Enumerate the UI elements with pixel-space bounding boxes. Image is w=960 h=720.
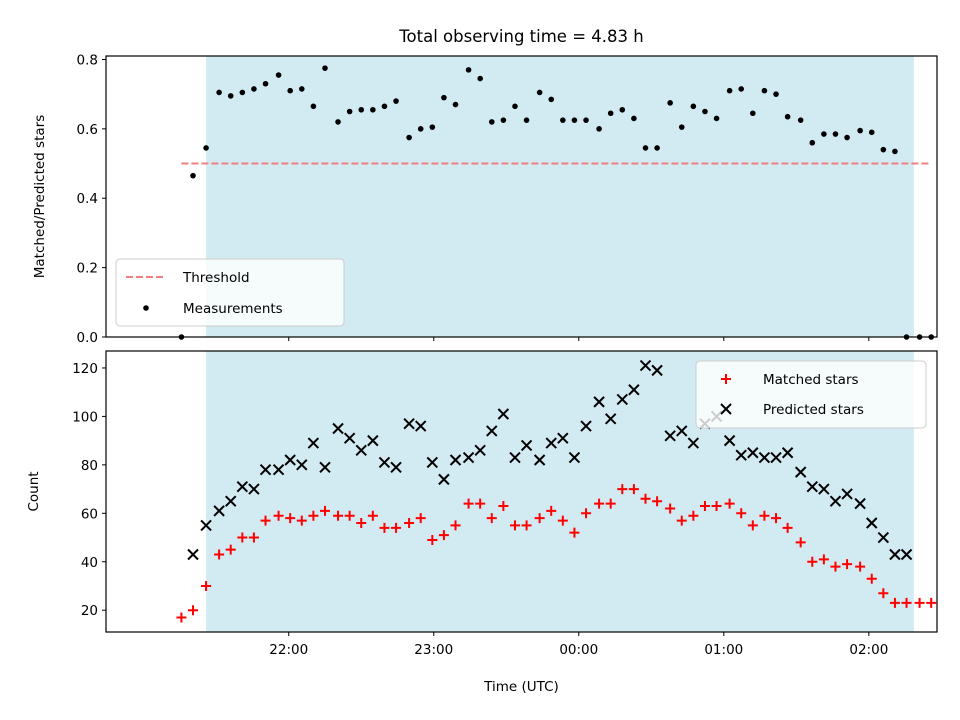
- measurement-point: [892, 149, 898, 155]
- chart-title: Total observing time = 4.83 h: [398, 27, 643, 46]
- measurement-point: [548, 97, 554, 103]
- y-tick-label: 0.2: [77, 261, 98, 277]
- measurement-point: [679, 124, 685, 130]
- measurement-point: [370, 107, 376, 113]
- y-tick-label: 20: [81, 603, 98, 619]
- measurement-point: [702, 109, 708, 115]
- measurement-point: [631, 116, 637, 122]
- y-tick-label: 0.4: [77, 191, 98, 207]
- x-tick-label: 00:00: [559, 642, 598, 658]
- measurement-point: [773, 91, 779, 97]
- measurement-point: [441, 95, 447, 101]
- measurement-point: [240, 90, 246, 96]
- y-tick-label: 60: [81, 506, 98, 522]
- measurement-point: [643, 145, 649, 151]
- measurement-point: [430, 124, 436, 130]
- legend-bottom: Matched stars Predicted stars: [696, 361, 926, 428]
- measurement-point: [738, 86, 744, 92]
- legend-top: Threshold Measurements: [116, 259, 344, 326]
- measurement-point: [190, 173, 196, 179]
- measurement-point: [203, 145, 209, 151]
- matched-star-point: [176, 612, 186, 622]
- legend-measurements-label: Measurements: [183, 301, 283, 317]
- measurement-point: [727, 88, 733, 94]
- measurement-point: [821, 131, 827, 137]
- measurement-point: [524, 117, 530, 123]
- measurement-point: [785, 114, 791, 120]
- measurement-point: [608, 110, 614, 116]
- measurement-point: [299, 86, 305, 92]
- top-ylabel: Matched/Predicted stars: [32, 115, 48, 278]
- measurement-point: [583, 117, 589, 123]
- measurement-point: [335, 119, 341, 125]
- measurement-point: [667, 100, 673, 106]
- measurement-point: [762, 88, 768, 94]
- measurement-point: [691, 104, 697, 110]
- y-tick-label: 80: [81, 458, 98, 474]
- legend-predicted-label: Predicted stars: [763, 402, 864, 418]
- measurement-point: [276, 72, 282, 78]
- legend-matched-label: Matched stars: [763, 372, 859, 388]
- measurement-point: [857, 128, 863, 134]
- measurement-point: [501, 117, 507, 123]
- y-tick-label: 0.0: [77, 330, 98, 346]
- x-axis-label: Time (UTC): [483, 679, 559, 695]
- measurement-point: [714, 116, 720, 122]
- measurement-point: [844, 135, 850, 141]
- measurement-point: [406, 135, 412, 141]
- measurement-point: [216, 90, 222, 96]
- predicted-star-point: [188, 549, 198, 559]
- y-tick-label: 40: [81, 555, 98, 571]
- matched-star-point: [188, 605, 198, 615]
- y-tick-label: 100: [72, 409, 98, 425]
- matched-star-point: [926, 598, 936, 608]
- chart-figure: 0.0 0.2 0.4 0.6 0.8 20 40 60 80 100 120 22:00 23:00…: [0, 0, 960, 720]
- measurement-point: [251, 86, 257, 92]
- measurement-point: [477, 76, 483, 82]
- measurement-point: [453, 102, 459, 108]
- matched-star-point: [915, 598, 925, 608]
- measurement-point: [560, 117, 566, 123]
- measurement-point: [798, 117, 804, 123]
- measurement-point: [881, 147, 887, 153]
- measurement-point: [833, 131, 839, 137]
- measurement-point: [287, 88, 293, 94]
- x-tick-label: 01:00: [704, 642, 743, 658]
- measurement-point: [869, 130, 875, 136]
- measurement-point: [263, 81, 269, 87]
- measurement-point: [322, 65, 328, 71]
- x-tick-label: 23:00: [414, 642, 453, 658]
- measurement-point: [596, 126, 602, 132]
- measurement-point: [418, 126, 424, 132]
- measurement-point: [809, 140, 815, 146]
- x-tick-label: 02:00: [849, 642, 888, 658]
- measurement-point: [619, 107, 625, 113]
- y-tick-label: 0.6: [77, 122, 98, 138]
- measurement-point: [311, 104, 317, 110]
- measurement-point: [228, 93, 234, 99]
- x-tick-label: 22:00: [269, 642, 308, 658]
- measurement-point: [512, 104, 518, 110]
- y-tick-label: 0.8: [77, 52, 98, 68]
- legend-measurements-swatch: [143, 305, 149, 311]
- measurement-point: [537, 90, 543, 96]
- measurement-point: [489, 119, 495, 125]
- legend-threshold-label: Threshold: [182, 270, 250, 286]
- measurement-point: [466, 67, 472, 73]
- measurement-point: [393, 98, 399, 104]
- y-tick-label: 120: [72, 361, 98, 377]
- measurement-point: [750, 110, 756, 116]
- measurement-point: [347, 109, 353, 115]
- measurement-point: [572, 117, 578, 123]
- bottom-ylabel: Count: [26, 471, 42, 511]
- measurement-point: [382, 104, 388, 110]
- measurement-point: [654, 145, 660, 151]
- measurement-point: [358, 107, 364, 113]
